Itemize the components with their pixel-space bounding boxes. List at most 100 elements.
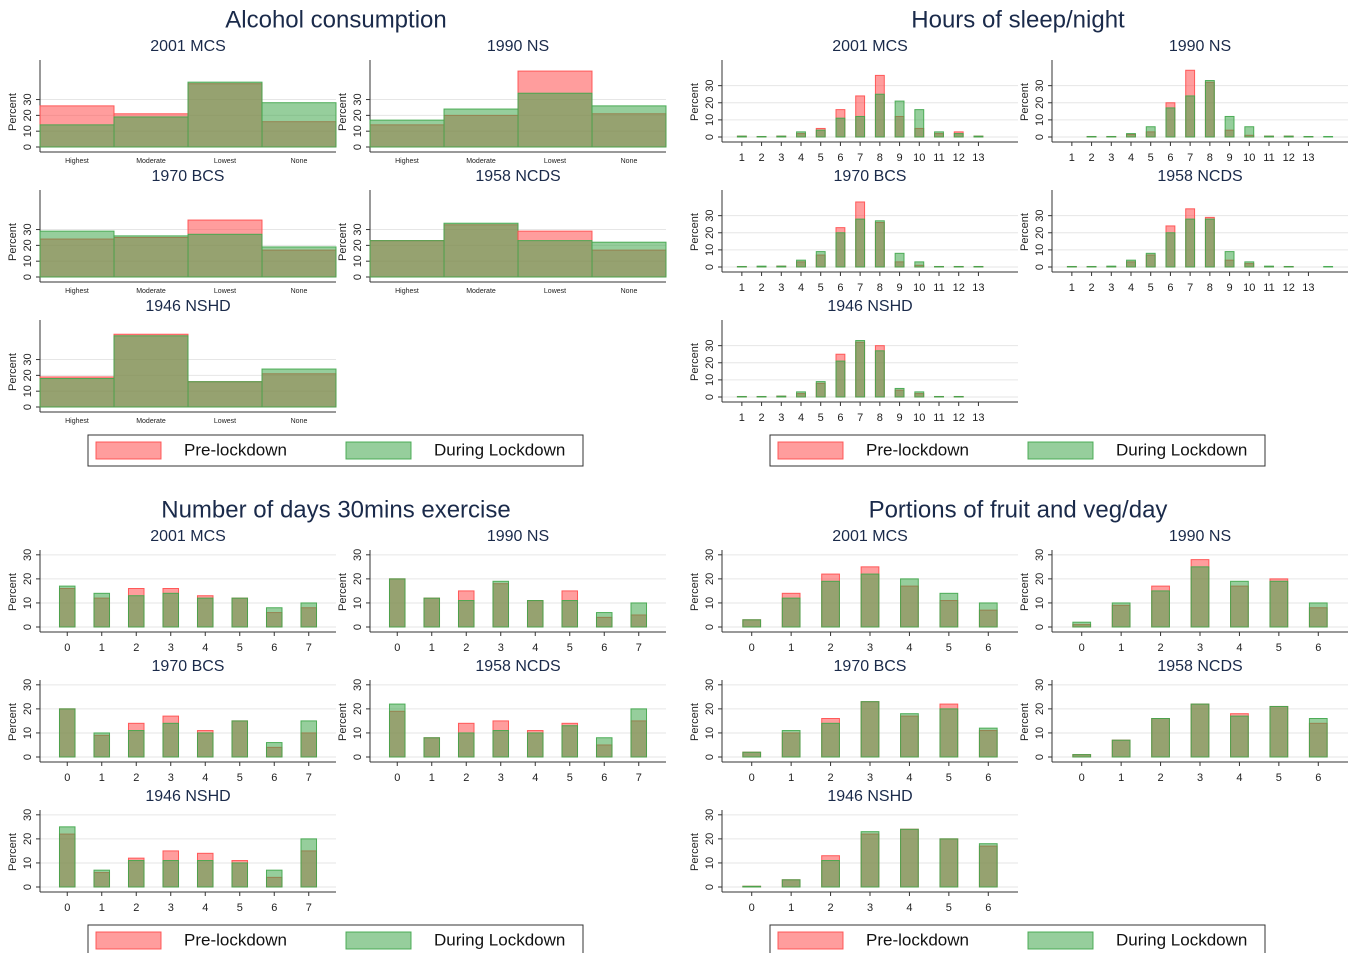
bar bbox=[900, 713, 919, 758]
bar bbox=[1165, 107, 1176, 138]
x-tick-label: 7 bbox=[857, 282, 863, 294]
x-tick-label: 10 bbox=[1243, 152, 1255, 164]
x-tick-label: 6 bbox=[601, 772, 607, 784]
x-tick-label: 5 bbox=[946, 642, 952, 654]
bar bbox=[388, 578, 406, 628]
x-tick-label: 3 bbox=[1108, 152, 1114, 164]
x-tick-label: 4 bbox=[202, 772, 208, 784]
bar bbox=[457, 732, 475, 758]
x-tick-label: None bbox=[291, 288, 308, 295]
bar bbox=[1264, 265, 1274, 268]
x-tick-label: 6 bbox=[271, 642, 277, 654]
x-tick-label: 1 bbox=[739, 152, 745, 164]
y-tick-label: 10 bbox=[704, 244, 716, 256]
legend-label: During Lockdown bbox=[1116, 440, 1247, 459]
x-tick-label: 9 bbox=[897, 282, 903, 294]
bar bbox=[900, 578, 919, 628]
bar bbox=[815, 381, 826, 398]
y-tick-label: 20 bbox=[22, 833, 34, 845]
bar bbox=[900, 828, 919, 888]
y-tick-label: 10 bbox=[1034, 114, 1046, 126]
x-tick-label: 2 bbox=[759, 412, 765, 424]
legend-label: During Lockdown bbox=[434, 930, 565, 949]
bar bbox=[1106, 135, 1117, 138]
x-tick-label: 2 bbox=[133, 902, 139, 914]
bar bbox=[526, 732, 544, 758]
y-axis-label: Percent bbox=[7, 833, 19, 871]
y-tick-label: 20 bbox=[22, 369, 34, 381]
bar bbox=[1230, 580, 1249, 628]
x-tick-label: Highest bbox=[65, 158, 89, 165]
x-tick-label: 3 bbox=[867, 902, 873, 914]
bar bbox=[1145, 126, 1156, 138]
legend-swatch bbox=[345, 441, 412, 460]
x-tick-label: None bbox=[291, 418, 308, 425]
y-tick-label: 10 bbox=[22, 255, 34, 267]
bar bbox=[796, 131, 806, 138]
y-tick-label: 30 bbox=[352, 93, 364, 105]
x-tick-label: 3 bbox=[1197, 772, 1203, 784]
legend-swatch bbox=[345, 931, 412, 950]
y-tick-label: 30 bbox=[704, 679, 716, 691]
y-tick-label: 20 bbox=[352, 573, 364, 585]
x-tick-label: 9 bbox=[1227, 282, 1233, 294]
bar bbox=[300, 838, 318, 888]
bar bbox=[58, 826, 76, 888]
x-tick-label: 3 bbox=[778, 152, 784, 164]
bar bbox=[388, 703, 406, 758]
x-tick-label: 6 bbox=[271, 772, 277, 784]
bar bbox=[953, 265, 964, 268]
y-tick-label: 20 bbox=[704, 573, 716, 585]
x-tick-label: 11 bbox=[933, 152, 944, 164]
x-tick-label: None bbox=[621, 288, 638, 295]
bar bbox=[187, 381, 263, 408]
x-tick-label: 2 bbox=[463, 772, 469, 784]
x-tick-label: 1 bbox=[788, 772, 794, 784]
x-tick-label: 0 bbox=[749, 642, 755, 654]
x-tick-label: 0 bbox=[64, 772, 70, 784]
x-tick-label: 1 bbox=[788, 902, 794, 914]
y-tick-label: 10 bbox=[1034, 244, 1046, 256]
bar bbox=[261, 246, 337, 278]
x-tick-label: 1 bbox=[1118, 642, 1124, 654]
y-tick-label: 10 bbox=[352, 125, 364, 137]
y-tick-label: 20 bbox=[704, 833, 716, 845]
y-tick-label: 10 bbox=[22, 727, 34, 739]
bar bbox=[855, 115, 866, 138]
y-axis-label: Percent bbox=[7, 353, 19, 391]
x-tick-label: 5 bbox=[567, 772, 573, 784]
bar bbox=[1086, 265, 1097, 268]
bar bbox=[517, 92, 593, 148]
y-tick-label: 30 bbox=[1034, 210, 1046, 222]
bar bbox=[815, 251, 826, 268]
x-tick-label: 3 bbox=[168, 642, 174, 654]
bar bbox=[1224, 115, 1235, 138]
y-tick-label: 0 bbox=[352, 144, 364, 150]
x-tick-label: 0 bbox=[64, 902, 70, 914]
bar bbox=[860, 573, 880, 628]
bar bbox=[265, 869, 283, 888]
y-tick-label: 10 bbox=[704, 727, 716, 739]
bar bbox=[953, 133, 964, 138]
bar bbox=[1066, 265, 1077, 268]
bar bbox=[776, 135, 787, 138]
x-tick-label: 4 bbox=[1128, 282, 1134, 294]
x-tick-label: 0 bbox=[64, 642, 70, 654]
y-axis-label: Percent bbox=[1019, 703, 1031, 741]
x-tick-label: 11 bbox=[933, 412, 944, 424]
bar bbox=[1204, 80, 1215, 138]
y-tick-label: 30 bbox=[704, 210, 716, 222]
bar bbox=[742, 751, 762, 758]
x-tick-label: 2 bbox=[1158, 642, 1164, 654]
bar bbox=[894, 252, 905, 268]
x-tick-label: 7 bbox=[636, 642, 642, 654]
bar bbox=[855, 340, 866, 398]
group-title: Portions of fruit and veg/day bbox=[869, 496, 1168, 523]
y-tick-label: 10 bbox=[22, 597, 34, 609]
x-tick-label: 2 bbox=[759, 152, 765, 164]
bar bbox=[162, 722, 180, 758]
bar bbox=[874, 93, 885, 138]
x-tick-label: 11 bbox=[1263, 282, 1274, 294]
x-tick-label: 13 bbox=[972, 282, 984, 294]
